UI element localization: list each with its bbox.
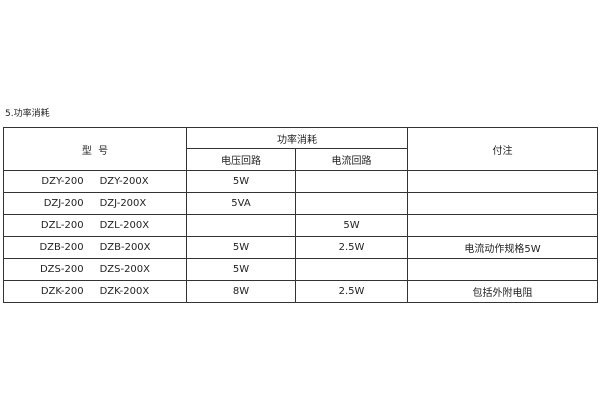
model-b: DZJ-200X [99, 198, 147, 209]
cell-note: 电流动作规格5W [407, 236, 598, 259]
model-a: DZB-200 [39, 242, 84, 253]
cell-current: 5W [295, 214, 408, 237]
table-row: DZK-200 DZK-200X 8W 2.5W 包括外附电阻 [3, 280, 598, 303]
header-model: 型 号 [3, 127, 187, 171]
cell-note [407, 214, 598, 237]
cell-current [295, 192, 408, 215]
cell-voltage: 5VA [186, 192, 296, 215]
table-row: DZL-200 DZL-200X 5W [3, 214, 598, 237]
table-row: DZJ-200 DZJ-200X 5VA [3, 192, 598, 215]
cell-current [295, 170, 408, 193]
subheader-row: 电压回路 电流回路 [4, 148, 598, 171]
cell-voltage: 5W [186, 258, 296, 281]
model-b: DZY-200X [99, 176, 149, 187]
header-row: 型 号 功率消耗 付注 [3, 127, 598, 171]
section-title: 5.功率消耗 [5, 109, 50, 119]
model-b: DZS-200X [99, 264, 151, 275]
model-b: DZL-200X [99, 220, 150, 231]
header-note: 付注 [407, 127, 598, 171]
cell-note [407, 258, 598, 281]
header-current: 电流回路 [295, 148, 408, 171]
model-a: DZK-200 [40, 286, 84, 297]
cell-current: 2.5W [295, 236, 408, 259]
model-b: DZK-200X [99, 286, 150, 297]
model-a: DZJ-200 [43, 198, 84, 209]
cell-model: DZY-200 DZY-200X [3, 170, 187, 193]
table-row: DZS-200 DZS-200X 5W [3, 258, 598, 281]
power-consumption-table: 型 号 功率消耗 付注 电压回路 电流回路 DZY-200 DZY-200X 5W… [3, 127, 598, 303]
cell-note [407, 192, 598, 215]
table-row: DZB-200 DZB-200X 5W 2.5W 电流动作规格5W [3, 236, 598, 259]
cell-note [407, 170, 598, 193]
header-power: 功率消耗 [186, 127, 408, 149]
model-a: DZS-200 [39, 264, 84, 275]
cell-current [295, 258, 408, 281]
cell-model: DZL-200 DZL-200X [3, 214, 187, 237]
model-b: DZB-200X [99, 242, 151, 253]
model-a: DZY-200 [41, 176, 84, 187]
cell-model: DZJ-200 DZJ-200X [3, 192, 187, 215]
cell-note: 包括外附电阻 [407, 280, 598, 303]
model-a: DZL-200 [40, 220, 84, 231]
cell-model: DZB-200 DZB-200X [3, 236, 187, 259]
cell-voltage: 8W [186, 280, 296, 303]
cell-voltage [186, 214, 296, 237]
cell-current: 2.5W [295, 280, 408, 303]
cell-model: DZS-200 DZS-200X [3, 258, 187, 281]
cell-voltage: 5W [186, 236, 296, 259]
cell-voltage: 5W [186, 170, 296, 193]
table-row: DZY-200 DZY-200X 5W [3, 170, 598, 193]
header-voltage: 电压回路 [186, 148, 296, 171]
cell-model: DZK-200 DZK-200X [3, 280, 187, 303]
